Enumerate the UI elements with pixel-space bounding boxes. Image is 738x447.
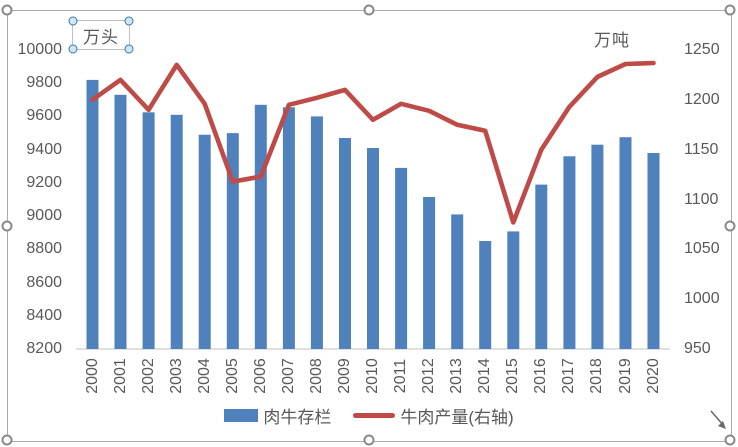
bar-2005[interactable]	[226, 133, 239, 349]
resize-handle-se[interactable]	[724, 434, 736, 446]
bar-2003[interactable]	[170, 114, 183, 349]
bar-2006[interactable]	[254, 104, 267, 349]
y-axis-right-tick: 1250	[684, 41, 720, 58]
y-axis-left-tick: 9400	[26, 140, 62, 158]
bar-2001[interactable]	[114, 94, 127, 349]
bar-2015[interactable]	[507, 231, 520, 349]
title-handle-se[interactable]	[124, 44, 134, 54]
bar-2013[interactable]	[451, 214, 464, 349]
bar-2007[interactable]	[282, 107, 295, 349]
y-axis-left-tick: 9600	[26, 107, 62, 125]
y-axis-left-tick: 8800	[26, 240, 62, 258]
y-axis-right-tick: 1050	[684, 240, 720, 258]
bar-series-swatch	[224, 408, 259, 422]
y-axis-right-tick: 950	[684, 340, 711, 357]
bar-series[interactable]	[86, 79, 660, 350]
y-axis-left-tick: 8400	[26, 306, 62, 324]
resize-handle-w[interactable]	[1, 220, 13, 232]
bar-2004[interactable]	[198, 134, 211, 349]
y-axis-right-tick: 1200	[684, 90, 720, 108]
bar-2000[interactable]	[86, 79, 99, 350]
title-handle-nw[interactable]	[68, 16, 78, 26]
y-axis-left-tick: 8600	[26, 273, 62, 291]
resize-handle-s[interactable]	[363, 434, 375, 446]
left-axis-title: 万头	[83, 27, 119, 47]
y-axis-left-tick: 9200	[26, 173, 62, 191]
bar-2014[interactable]	[479, 241, 492, 349]
y-axis-left-tick: 10000	[17, 41, 63, 58]
resize-handle-ne[interactable]	[724, 4, 736, 16]
bar-2018[interactable]	[591, 144, 604, 349]
line-series-swatch	[353, 412, 396, 418]
y-axis-left-tick: 9800	[26, 74, 62, 92]
y-axis-right-tick: 1150	[684, 140, 719, 158]
bar-2016[interactable]	[535, 184, 548, 349]
y-axis-left-tick: 9000	[26, 207, 62, 225]
bar-series-label: 肉牛存栏	[263, 407, 332, 427]
bar-2012[interactable]	[423, 197, 436, 349]
y-axis-right-tick: 1000	[684, 290, 720, 308]
y-axis-left-tick: 8200	[26, 340, 62, 357]
resize-handle-nw[interactable]	[1, 4, 13, 16]
resize-handle-e[interactable]	[724, 220, 736, 232]
right-axis-title: 万吨	[594, 31, 630, 50]
bar-2002[interactable]	[142, 112, 155, 349]
left-axis-title-box[interactable]: 万头	[68, 16, 134, 54]
legend-item-bars[interactable]: 肉牛存栏	[224, 403, 331, 428]
resize-handle-sw[interactable]	[1, 434, 13, 446]
line-series-label: 牛肉产量(右轴)	[400, 407, 514, 427]
line-series[interactable]	[90, 60, 656, 225]
bar-2009[interactable]	[339, 138, 351, 349]
y-axis-right-tick: 1100	[684, 190, 719, 208]
bar-2019[interactable]	[619, 137, 632, 349]
legend[interactable]: 肉牛存栏 牛肉产量(右轴)	[0, 403, 738, 428]
bar-2011[interactable]	[395, 167, 408, 349]
bar-2017[interactable]	[563, 156, 576, 349]
bar-2020[interactable]	[647, 153, 660, 349]
title-handle-sw[interactable]	[68, 44, 78, 54]
bar-2008[interactable]	[310, 116, 323, 350]
title-handle-ne[interactable]	[124, 16, 134, 26]
resize-handle-n[interactable]	[363, 4, 375, 16]
bar-2010[interactable]	[367, 148, 379, 349]
legend-item-line[interactable]: 牛肉产量(右轴)	[353, 403, 514, 428]
